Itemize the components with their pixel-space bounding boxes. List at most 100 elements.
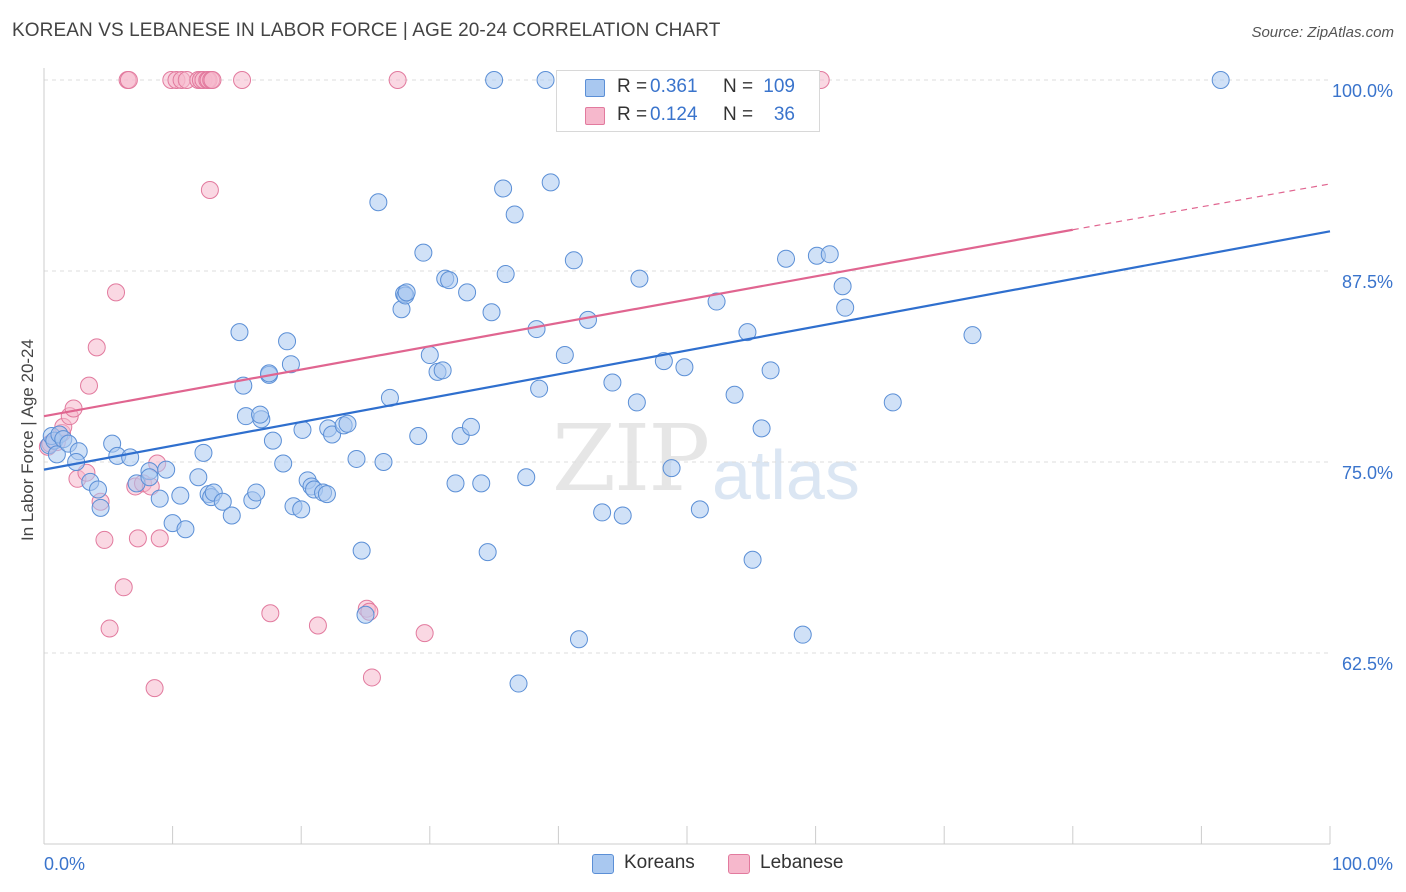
korean-point <box>263 431 282 450</box>
korean-point <box>352 541 371 560</box>
bottom-lebanese-swatch <box>728 854 750 874</box>
korean-r-value: 0.361 <box>650 76 698 97</box>
korean-r-label: R = <box>617 76 648 97</box>
lebanese-point <box>388 71 407 89</box>
korean-point <box>472 474 491 493</box>
korean-point <box>509 674 528 693</box>
y-tick-label: 62.5% <box>1342 654 1393 674</box>
korean-point <box>496 265 515 284</box>
lebanese-point <box>87 338 106 357</box>
korean-point <box>409 427 428 446</box>
korean-point <box>176 520 195 539</box>
correlation-legend: R = 0.361 N = 109 R = 0.124 N = 36 <box>556 70 820 132</box>
korean-point <box>433 361 452 380</box>
korean-point <box>613 506 632 525</box>
lebanese-n-label: N = <box>723 104 754 125</box>
korean-point <box>1211 71 1230 89</box>
x-tick-label-left: 0.0% <box>44 854 85 874</box>
korean-point <box>654 352 673 371</box>
korean-point <box>213 492 232 511</box>
axes <box>43 68 1331 845</box>
korean-n-value: 109 <box>763 76 795 97</box>
korean-point <box>564 251 583 270</box>
lebanese-point <box>145 679 164 698</box>
korean-point <box>374 453 393 471</box>
lebanese-point <box>119 71 138 89</box>
korean-point <box>230 323 249 342</box>
korean-point <box>536 71 555 89</box>
lebanese-trend-line <box>43 228 1073 418</box>
bottom-korean-swatch <box>592 854 614 874</box>
korean-point <box>836 298 855 317</box>
korean-point <box>494 179 513 198</box>
korean-point <box>157 460 176 479</box>
korean-point <box>482 303 501 322</box>
lebanese-r-value: 0.124 <box>650 104 698 125</box>
chart-title: KOREAN VS LEBANESE IN LABOR FORCE | AGE … <box>12 20 721 41</box>
y-tick-label: 75.0% <box>1342 463 1393 483</box>
lebanese-point <box>308 616 327 635</box>
y-tick-label: 87.5% <box>1342 272 1393 292</box>
korean-point <box>369 193 388 212</box>
korean-point <box>752 419 771 438</box>
lebanese-point <box>415 624 434 643</box>
korean-point <box>278 332 297 351</box>
korean-point <box>662 459 681 478</box>
y-tick-label: 100.0% <box>1332 81 1393 101</box>
korean-point <box>458 283 477 302</box>
korean-point <box>150 489 169 508</box>
lebanese-r-label: R = <box>617 104 648 125</box>
korean-point <box>440 271 459 290</box>
korean-point <box>541 173 560 192</box>
lebanese-point <box>200 181 219 200</box>
korean-point <box>555 346 574 365</box>
korean-point <box>478 543 497 562</box>
korean-point <box>222 506 241 525</box>
tick-labels: 62.5% 75.0% 87.5% 100.0% 0.0% 100.0% <box>44 81 1393 874</box>
korean-point <box>630 269 649 288</box>
korean-point <box>293 420 312 439</box>
korean-point <box>420 346 439 365</box>
korean-point <box>833 277 852 296</box>
legend-row-lebanese: R = 0.124 N = 36 <box>557 101 819 129</box>
korean-point <box>505 205 524 224</box>
korean-point <box>194 443 213 462</box>
korean-point <box>91 498 110 517</box>
lebanese-point <box>114 578 133 597</box>
korean-point <box>517 468 536 487</box>
lebanese-point <box>128 529 147 548</box>
korean-points <box>40 71 1230 693</box>
lebanese-points <box>38 71 830 698</box>
korean-point <box>171 486 190 505</box>
lebanese-point <box>203 71 222 89</box>
korean-point <box>707 292 726 311</box>
y-axis-label: In Labor Force | Age 20-24 <box>18 339 37 541</box>
lebanese-point <box>261 604 280 623</box>
korean-point <box>414 243 433 262</box>
korean-point <box>690 500 709 519</box>
korean-point <box>883 393 902 412</box>
lebanese-swatch <box>585 107 605 125</box>
korean-point <box>461 417 480 436</box>
korean-point <box>530 379 549 398</box>
korean-point <box>247 483 266 502</box>
korean-point <box>292 500 311 519</box>
korean-point <box>347 449 366 468</box>
korean-point <box>140 468 159 487</box>
x-tick-label-right: 100.0% <box>1332 854 1393 874</box>
korean-point <box>569 630 588 649</box>
korean-point <box>603 373 622 392</box>
korean-point <box>47 445 66 464</box>
lebanese-point <box>362 668 381 687</box>
korean-trend-line <box>43 230 1331 471</box>
lebanese-point <box>64 399 83 418</box>
korean-swatch <box>585 79 605 97</box>
korean-point <box>356 605 375 624</box>
korean-point <box>761 361 780 380</box>
korean-point <box>593 503 612 522</box>
korean-point <box>578 310 597 329</box>
korean-point <box>397 283 416 302</box>
korean-point <box>793 625 812 644</box>
korean-n-label: N = <box>723 76 754 97</box>
lebanese-trend-extension <box>1072 183 1331 231</box>
